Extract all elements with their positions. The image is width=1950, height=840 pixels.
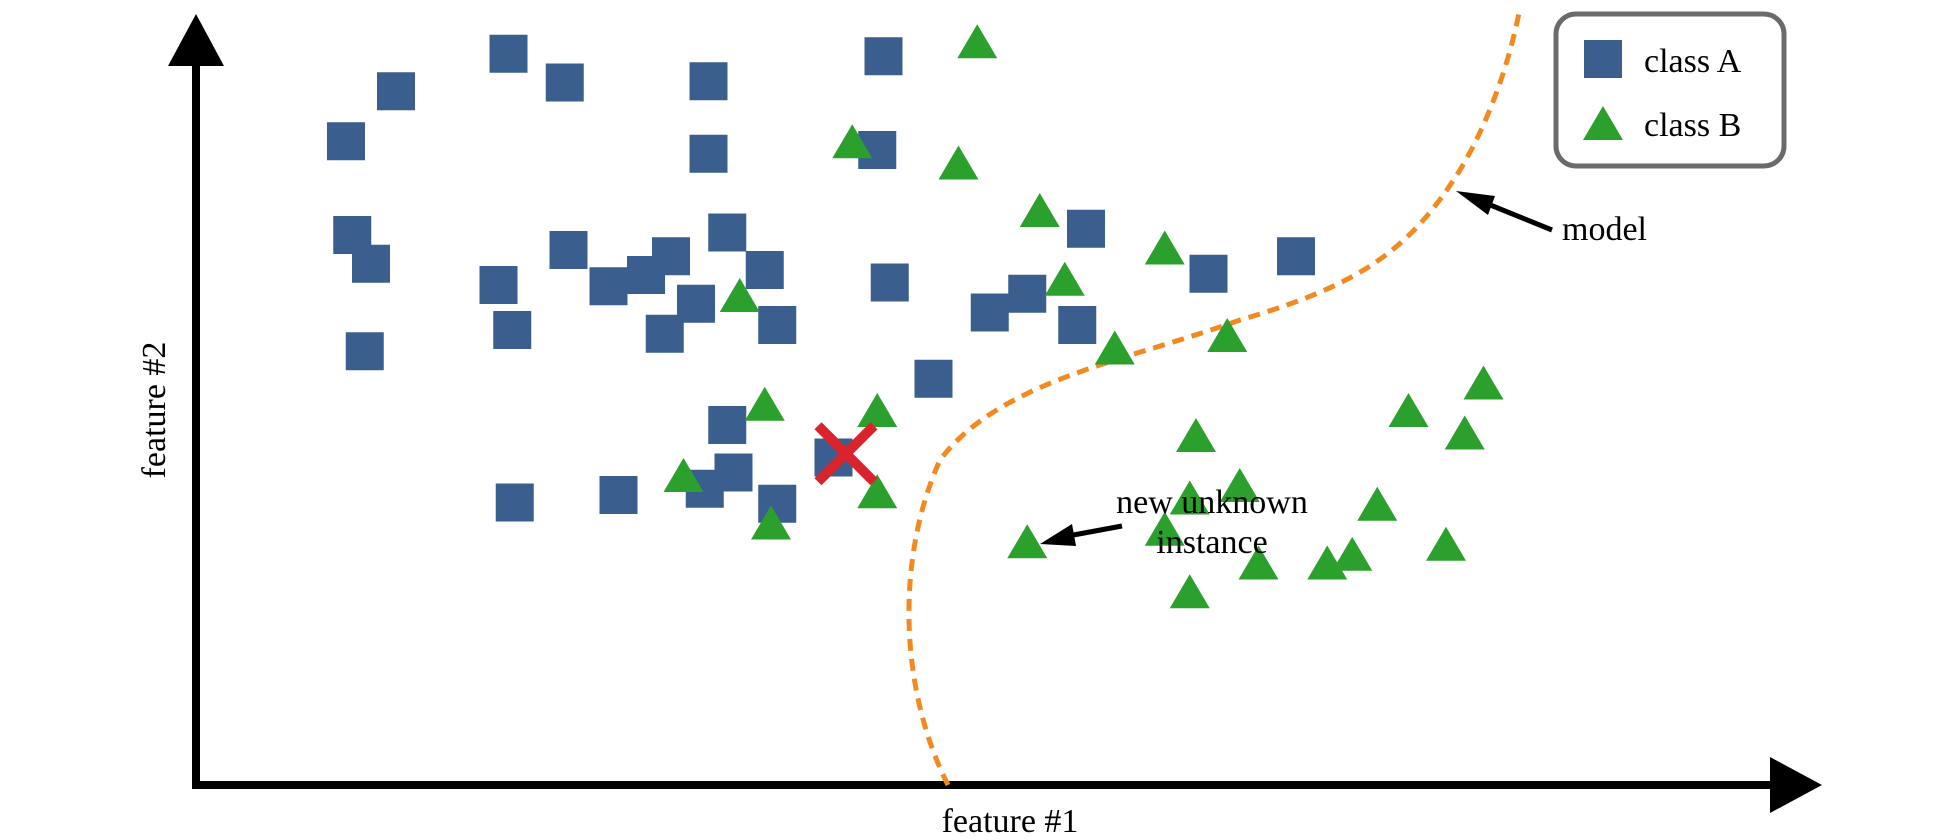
class-a-point-9 xyxy=(479,266,518,304)
class-b-points xyxy=(663,24,1504,609)
class-b-point-17 xyxy=(1238,545,1279,580)
model-boundary xyxy=(906,7,1523,787)
class-a-points xyxy=(327,34,1315,523)
class-b-point-7 xyxy=(1019,193,1060,227)
class-a-point-32 xyxy=(1277,237,1315,276)
class-a-point-13 xyxy=(645,314,684,353)
model-annotation: model xyxy=(1456,191,1647,248)
class-b-point-18 xyxy=(1307,545,1348,580)
class-a-point-11 xyxy=(589,267,628,306)
class-a-point-25 xyxy=(714,453,753,492)
class-a-point-2 xyxy=(689,62,728,101)
class-b-point-3 xyxy=(663,458,704,492)
class-b-point-27 xyxy=(1169,574,1210,609)
class-b-point-20 xyxy=(1169,480,1210,515)
class-a-point-18 xyxy=(495,483,534,522)
axes xyxy=(168,14,1822,813)
class-a-point-31 xyxy=(1058,306,1097,344)
class-b-point-1 xyxy=(832,124,873,159)
new-instance-marker xyxy=(814,422,878,486)
class-b-point-13 xyxy=(1144,230,1185,265)
new-instance-pointer-line xyxy=(1067,523,1123,539)
class-b-point-26 xyxy=(957,24,998,59)
new-instance-x-stroke-1 xyxy=(814,422,878,486)
class-a-point-7 xyxy=(493,311,532,349)
class-b-point-11 xyxy=(1044,261,1085,296)
class-a-point-28 xyxy=(970,293,1009,332)
class-a-point-5 xyxy=(545,63,584,102)
model-pointer-arrowhead-icon xyxy=(1456,191,1495,215)
class-a-point-8 xyxy=(352,244,390,283)
class-b-point-8 xyxy=(857,393,898,427)
class-b-point-12 xyxy=(1176,418,1216,452)
new-instance-label-line1: new unknown xyxy=(1116,484,1308,521)
class-b-point-10 xyxy=(1094,330,1135,365)
class-a-point-4 xyxy=(377,72,415,111)
class-b-point-24 xyxy=(1463,365,1504,400)
class-a-point-10 xyxy=(549,231,588,269)
class-b-point-4 xyxy=(751,505,791,540)
class-a-point-23 xyxy=(745,251,784,289)
class-a-point-1 xyxy=(489,34,528,73)
new-instance-label-line2: instance xyxy=(1156,524,1267,561)
class-a-point-27 xyxy=(870,263,909,302)
class-a-point-29 xyxy=(1008,274,1047,313)
class-b-point-6 xyxy=(938,145,979,180)
class-a-point-35 xyxy=(758,306,797,344)
new-instance-pointer-arrowhead-icon xyxy=(1040,524,1076,546)
legend-class-a-square-icon xyxy=(1584,40,1622,78)
class-a-point-15 xyxy=(864,37,903,76)
new-instance-annotation: new unknown instance xyxy=(1040,484,1308,561)
class-b-point-21 xyxy=(1388,393,1429,427)
model-label: model xyxy=(1562,211,1647,248)
class-b-point-9 xyxy=(1007,524,1048,559)
class-b-point-5 xyxy=(857,474,898,509)
class-b-point-16 xyxy=(1144,511,1185,546)
class-b-point-22 xyxy=(1357,486,1398,521)
class-a-point-34 xyxy=(1067,209,1105,248)
class-b-point-15 xyxy=(1219,468,1260,502)
class-a-point-33 xyxy=(1189,254,1228,293)
class-a-point-14 xyxy=(708,213,747,252)
class-a-point-30 xyxy=(914,359,953,398)
class-b-point-2 xyxy=(744,386,785,421)
class-b-point-0 xyxy=(719,278,760,312)
class-a-point-19 xyxy=(689,134,728,173)
class-a-point-0 xyxy=(327,122,365,161)
x-axis-arrow-icon xyxy=(1770,757,1822,813)
y-axis-arrow-icon xyxy=(168,14,224,66)
x-axis-label: feature #1 xyxy=(942,803,1079,840)
class-b-point-23 xyxy=(1426,526,1466,561)
legend-class-a-label: class A xyxy=(1644,43,1742,80)
class-a-point-21 xyxy=(599,476,638,514)
legend-class-b-label: class B xyxy=(1644,107,1741,144)
class-a-point-20 xyxy=(652,237,690,276)
class-b-point-25 xyxy=(1444,415,1485,450)
legend-class-b-triangle-icon xyxy=(1583,106,1623,140)
class-b-point-19 xyxy=(1332,536,1373,571)
legend: class A class B xyxy=(1553,11,1787,169)
y-axis-label: feature #2 xyxy=(136,342,173,479)
class-a-point-6 xyxy=(345,332,384,371)
class-a-point-24 xyxy=(708,406,747,444)
class-b-point-14 xyxy=(1207,318,1248,352)
